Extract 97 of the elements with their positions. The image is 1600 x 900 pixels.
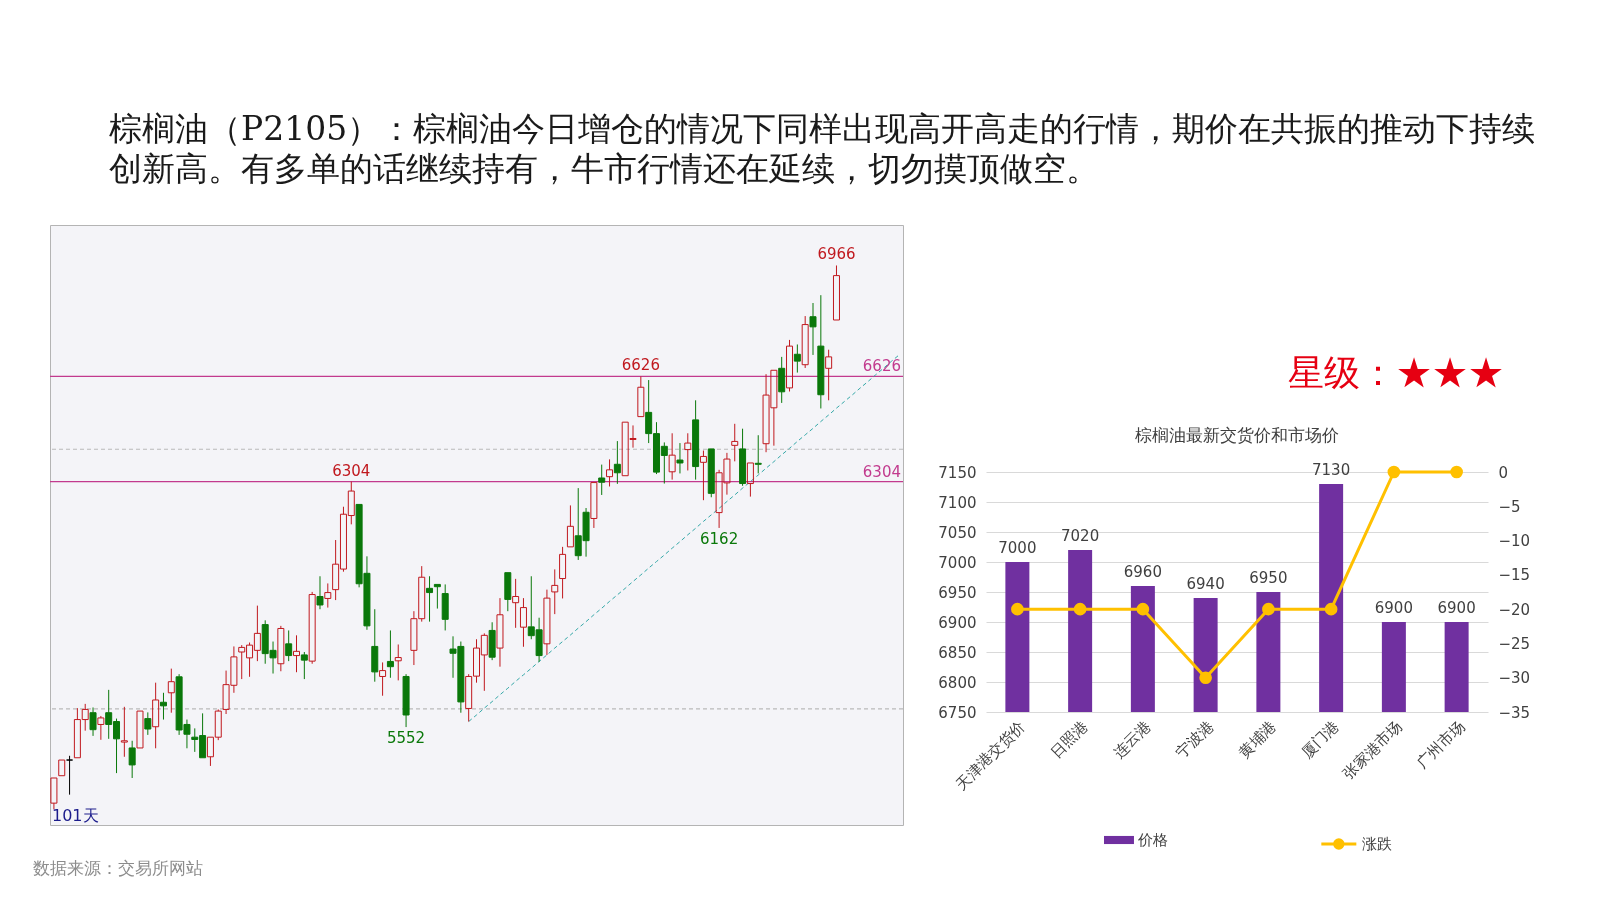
candlestick [746,462,754,498]
candlestick [152,682,160,749]
annotation: 6304 [332,461,371,480]
candlestick [551,568,559,615]
candlestick [598,464,606,496]
y2-tick-label: −35 [1498,703,1531,722]
data-label: 6950 [1249,569,1288,587]
y2-tick-label: −5 [1498,497,1521,516]
point [1324,602,1338,616]
data-label: 6900 [1437,599,1476,617]
candlestick [566,504,574,548]
candlestick [394,643,402,681]
candlestick [668,432,676,481]
candlestick [316,575,324,610]
annotation: 6966 [817,245,856,264]
y-tick-label: 6900 [938,613,977,632]
data-label: 6940 [1186,575,1225,593]
candlestick [97,715,105,741]
text: 星级：★★★ [1288,352,1504,393]
candlestick [692,399,700,481]
ref-line-label: 6626 [862,357,901,376]
y-tick-label: 7000 [938,553,977,572]
candlestick [519,597,527,648]
y-tick-label: 6950 [938,583,977,602]
candlestick [402,673,410,728]
point [1262,602,1275,616]
candlestick [817,294,825,409]
y2-tick-label: 0 [1498,463,1509,482]
candlestick [426,575,434,623]
candlestick [676,442,684,474]
candlestick [371,608,379,683]
point [1011,602,1024,616]
candlestick [590,482,598,529]
candlestick [778,356,786,404]
candlestick [684,432,692,471]
annotation: 6162 [700,529,739,548]
y-tick-label: 7150 [938,463,977,482]
point [1073,602,1087,616]
y2-tick-label: −10 [1498,532,1531,551]
annotation: 101天 [52,806,99,825]
data-label: 6960 [1123,563,1162,581]
point [1136,602,1150,616]
data-label: 7020 [1061,527,1100,545]
candlestick [293,634,301,673]
candlestick [50,777,58,810]
point [1387,465,1401,479]
x-tick-label: 日照港 [1046,717,1092,762]
x-tick-label: 连云港 [1109,717,1155,762]
y2-tick-label: −25 [1498,634,1531,653]
text: 棕榈油（P2105）：棕榈油今日增仓的情况下同样出现高开高走的行情，期价在共振的推动下持续创新高。有多单的话继续持有，牛市行情还在延续，切勿摸顶做空。 [109,109,1536,188]
point [1199,671,1212,685]
point [1450,465,1463,479]
candlestick [543,589,551,656]
candlestick [801,315,809,369]
candlestick [832,264,840,321]
candlestick [512,578,520,629]
annotation: 5552 [386,729,426,748]
candlestick [504,572,512,612]
y-tick-label: 6800 [938,673,977,692]
candlestick [637,375,645,418]
y-tick-label: 7050 [938,523,977,542]
candlestick [277,625,285,672]
candlestick [731,423,739,462]
candlestick [379,661,387,697]
candlestick [809,302,817,356]
candlestick [496,597,504,668]
source-note: 数据来源：交易所网站 [33,858,203,878]
chart-title: 棕榈油最新交货价和市场价 [1135,425,1339,445]
y2-tick-label: −15 [1498,566,1531,585]
candlestick [793,343,801,374]
candlestick [58,759,66,777]
candlestick [89,706,97,737]
y-tick-label: 6850 [938,643,977,662]
ref-line-label: 6304 [862,462,901,481]
candlestick [441,583,449,631]
legend-label: 涨跌 [1361,835,1392,853]
candlestick [120,706,128,758]
data-label: 7000 [998,539,1037,557]
candlestick [167,668,175,714]
candlestick [159,692,167,721]
x-tick-label: 广州市场 [1412,717,1468,773]
candlestick [739,428,747,487]
annotation: 6626 [621,356,660,375]
x-tick-label: 宁波港 [1172,717,1217,762]
candlestick [433,583,441,610]
candlestick [386,629,394,679]
y2-tick-label: −20 [1498,600,1531,619]
data-label: 7130 [1312,461,1351,479]
candlestick [136,710,144,749]
y2-tick-label: −30 [1498,669,1531,688]
legend-label: 价格 [1136,831,1168,849]
candlestick [606,458,614,487]
candlestick [324,582,332,609]
y-tick-label: 7100 [938,493,977,512]
data-label: 6900 [1374,599,1413,617]
candlestick [613,440,621,485]
x-tick-label: 黄埔港 [1235,717,1280,762]
